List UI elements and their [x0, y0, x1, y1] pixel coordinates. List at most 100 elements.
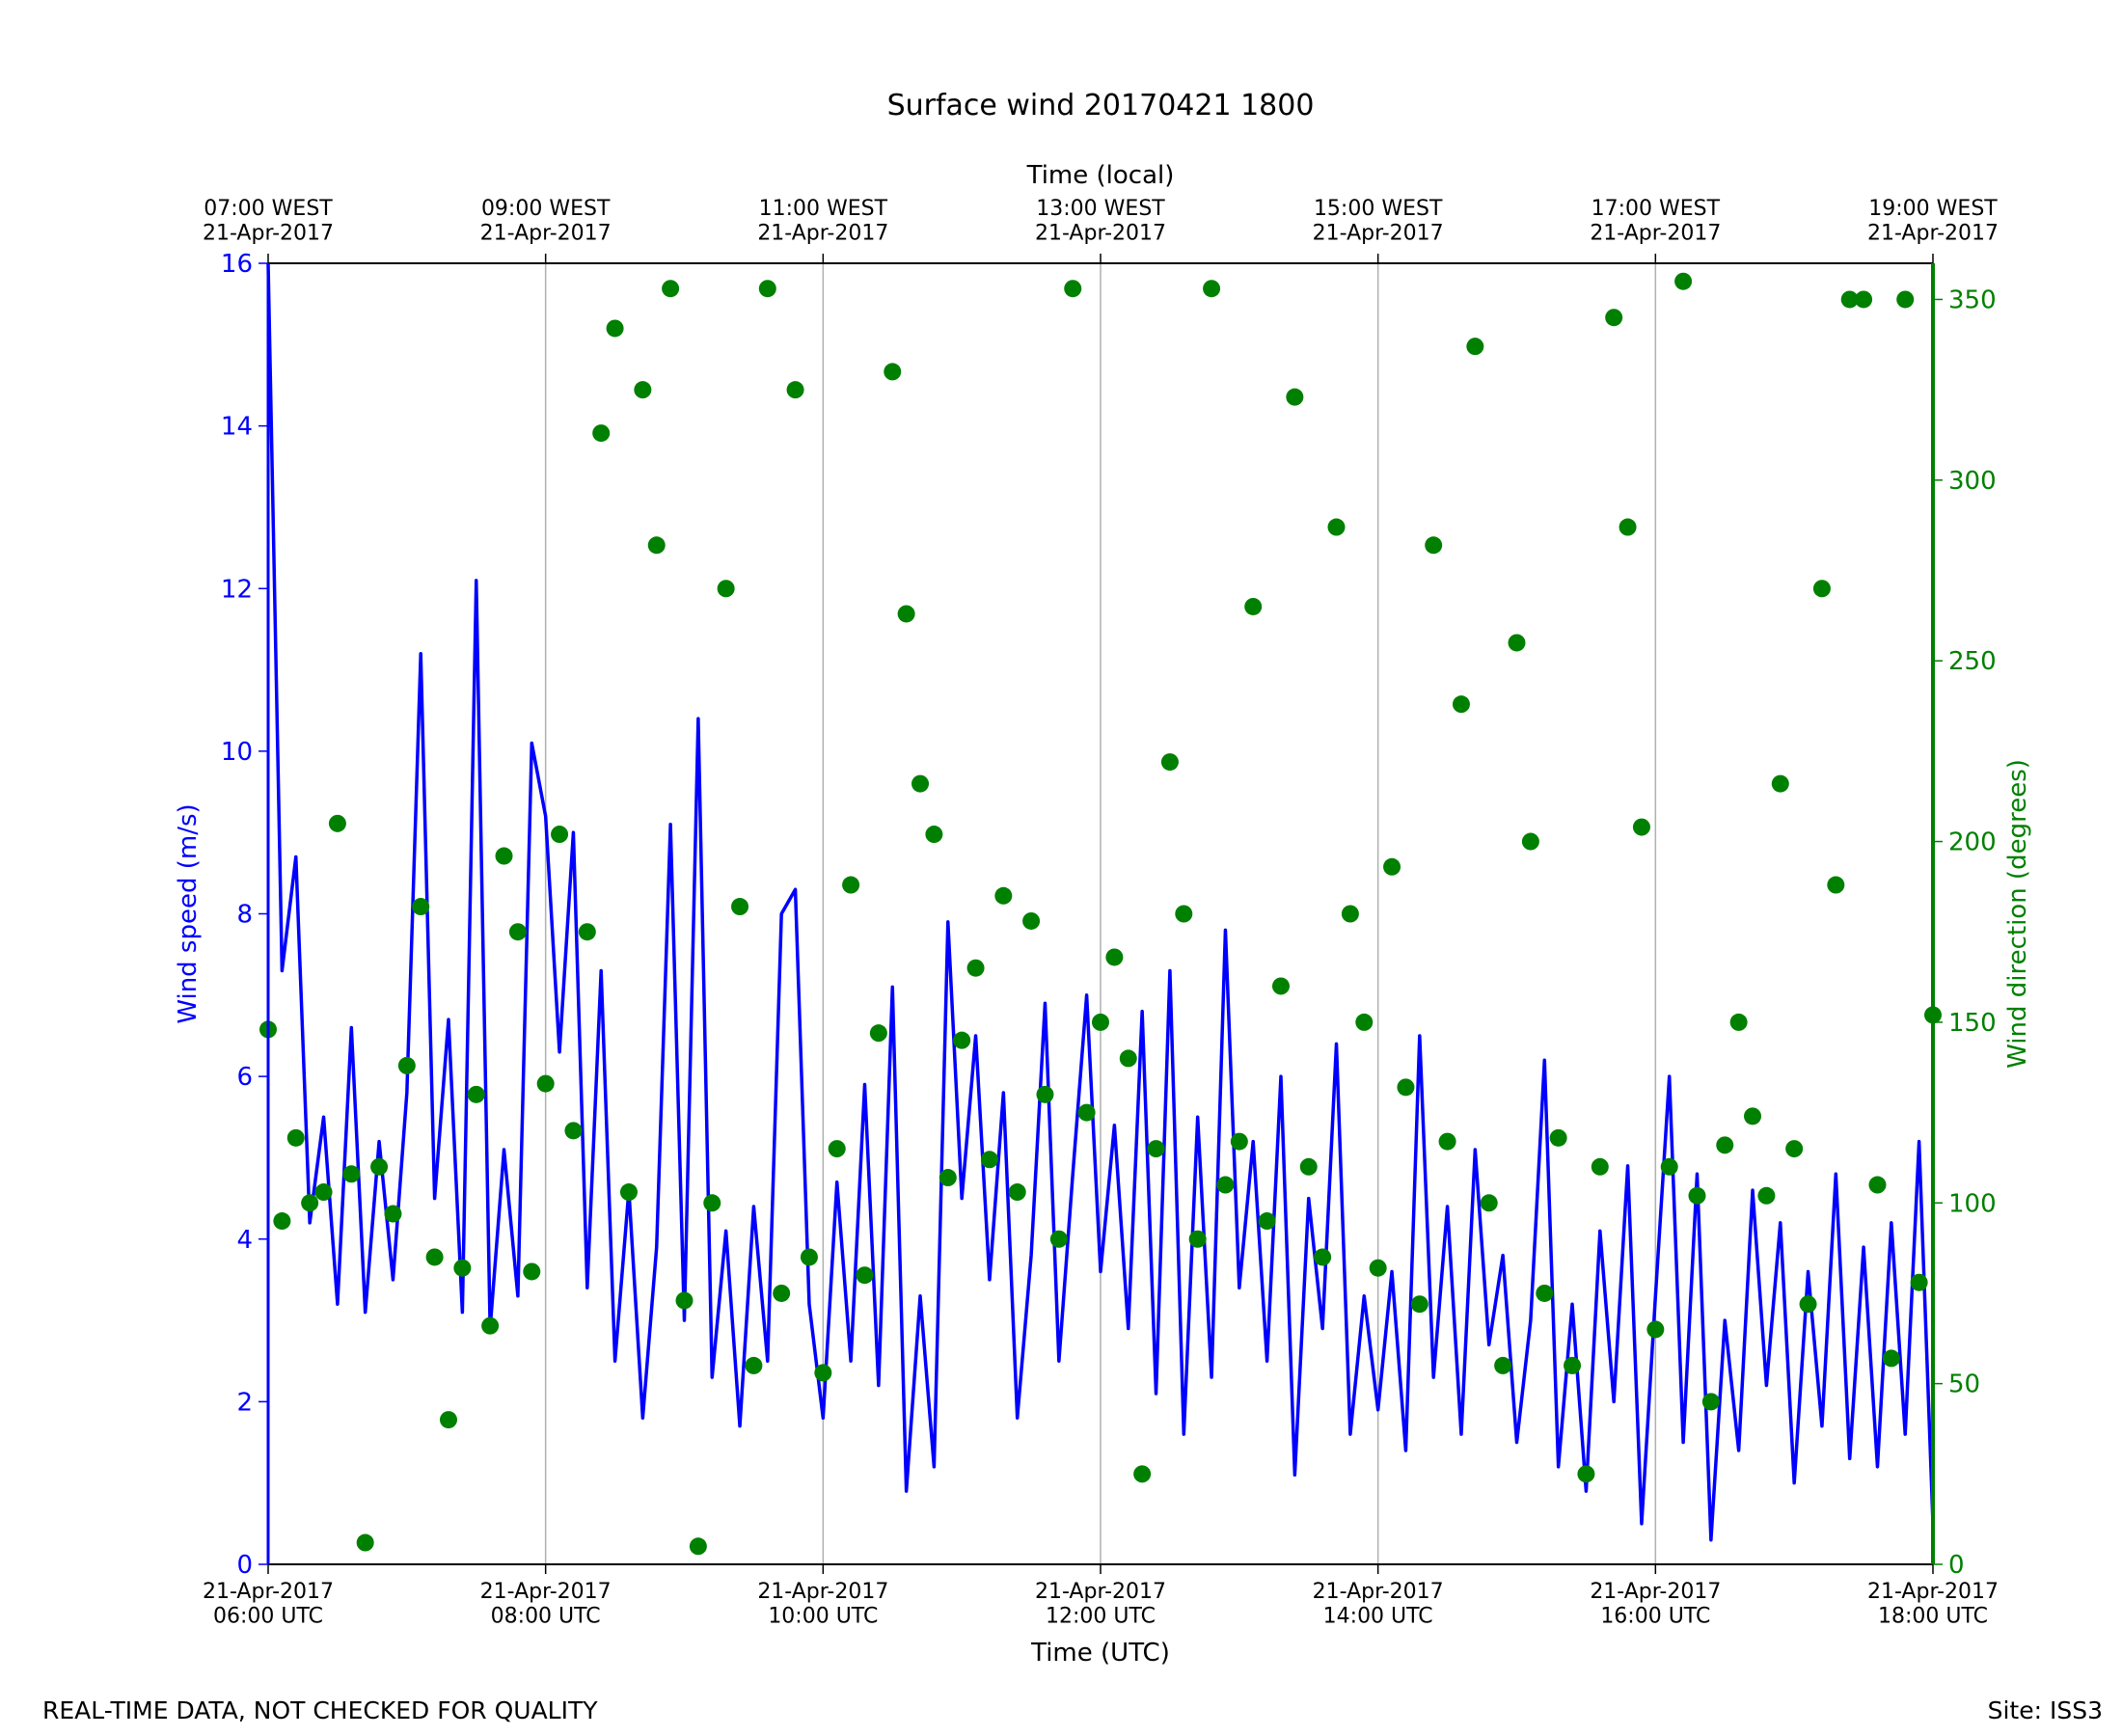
direction-point [1716, 1136, 1734, 1154]
direction-point [1438, 1132, 1456, 1151]
y-tick-label: 4 [236, 1226, 253, 1255]
direction-point [1785, 1140, 1804, 1158]
x-tick-label: 21-Apr-2017 10:00 UTC [757, 1580, 888, 1628]
y2-tick-label: 350 [1948, 285, 1997, 314]
y-tick-label: 14 [221, 413, 253, 442]
x2-tick-label: 09:00 WEST 21-Apr-2017 [480, 197, 612, 245]
direction-point [342, 1165, 361, 1183]
direction-point [1397, 1078, 1415, 1097]
x2-tick-label: 15:00 WEST 21-Apr-2017 [1313, 197, 1444, 245]
direction-point [1244, 597, 1263, 615]
direction-point [523, 1262, 541, 1281]
direction-point [1064, 280, 1082, 298]
direction-point [1230, 1132, 1248, 1151]
direction-point [314, 1183, 333, 1202]
direction-point [397, 1056, 416, 1074]
direction-point [1147, 1140, 1165, 1158]
direction-point [911, 774, 930, 793]
direction-point [1757, 1186, 1776, 1205]
direction-point [1868, 1176, 1887, 1194]
direction-point [1077, 1103, 1096, 1122]
direction-point [1466, 338, 1484, 356]
direction-point [814, 1364, 832, 1382]
direction-point [1203, 280, 1221, 298]
direction-point [703, 1194, 721, 1212]
y2-tick-label: 100 [1948, 1189, 1997, 1218]
direction-point [1674, 272, 1693, 290]
direction-point [966, 959, 985, 977]
direction-point [1410, 1295, 1428, 1314]
direction-point [980, 1151, 998, 1169]
direction-point [328, 814, 346, 832]
direction-point [425, 1248, 444, 1266]
direction-point [994, 886, 1013, 905]
direction-point [1160, 753, 1179, 772]
direction-point [1577, 1465, 1595, 1483]
direction-point [1521, 832, 1539, 851]
direction-point [662, 280, 680, 298]
direction-point [1619, 518, 1637, 536]
direction-point [1605, 309, 1623, 327]
direction-point [1812, 580, 1831, 598]
direction-point [1896, 290, 1915, 309]
direction-point [1175, 905, 1193, 923]
direction-point [1036, 1085, 1054, 1103]
y2-tick-label: 300 [1948, 467, 1997, 496]
direction-point [773, 1284, 791, 1302]
direction-point [1910, 1273, 1928, 1291]
y-tick-label: 12 [221, 575, 253, 604]
y-tick-label: 6 [236, 1063, 253, 1092]
direction-point [1119, 1049, 1137, 1068]
direction-point [1660, 1157, 1678, 1176]
direction-point [301, 1194, 319, 1212]
x2-tick-label: 11:00 WEST 21-Apr-2017 [757, 197, 888, 245]
direction-point [1855, 290, 1873, 309]
x2-axis-label: Time (local) [1026, 161, 1175, 190]
direction-point [1591, 1157, 1609, 1176]
direction-point [592, 424, 611, 443]
direction-point [758, 280, 776, 298]
y2-tick-label: 50 [1948, 1370, 1980, 1399]
direction-point [1632, 818, 1650, 836]
y2-axis-label: Wind direction (degrees) [2003, 759, 2032, 1069]
direction-point [412, 898, 430, 916]
direction-point [273, 1212, 291, 1231]
direction-point [1049, 1230, 1068, 1248]
direction-point [897, 605, 915, 623]
direction-point [578, 923, 596, 941]
direction-point [1480, 1194, 1498, 1212]
direction-point [1133, 1465, 1152, 1483]
x2-tick-label: 07:00 WEST 21-Apr-2017 [203, 197, 334, 245]
direction-point [1369, 1259, 1387, 1277]
direction-point [481, 1316, 500, 1335]
direction-point [1840, 290, 1859, 309]
direction-point [675, 1291, 694, 1310]
direction-point [1564, 1356, 1582, 1374]
direction-point [925, 826, 943, 844]
direction-point [1341, 905, 1359, 923]
chart-title: Surface wind 20170421 1800 [887, 89, 1315, 122]
direction-point [356, 1533, 374, 1552]
direction-point [1508, 634, 1526, 652]
direction-point [884, 363, 902, 381]
x-tick-label: 21-Apr-2017 16:00 UTC [1590, 1580, 1721, 1628]
direction-point [1744, 1107, 1762, 1126]
direction-point [647, 536, 666, 555]
direction-point [856, 1266, 874, 1285]
direction-point [800, 1248, 818, 1266]
direction-point [1271, 977, 1290, 995]
direction-point [634, 381, 652, 399]
direction-point [384, 1205, 402, 1223]
direction-point [619, 1183, 638, 1202]
footer-right: Site: ISS3 [1988, 1696, 2103, 1724]
direction-point [1105, 948, 1124, 966]
y2-tick-label: 150 [1948, 1009, 1997, 1038]
direction-point [606, 319, 624, 338]
y-tick-label: 10 [221, 738, 253, 767]
x-tick-label: 21-Apr-2017 08:00 UTC [480, 1580, 612, 1628]
direction-point [869, 1024, 887, 1043]
direction-point [939, 1169, 957, 1187]
x-tick-label: 21-Apr-2017 06:00 UTC [203, 1580, 334, 1628]
direction-point [1327, 518, 1346, 536]
